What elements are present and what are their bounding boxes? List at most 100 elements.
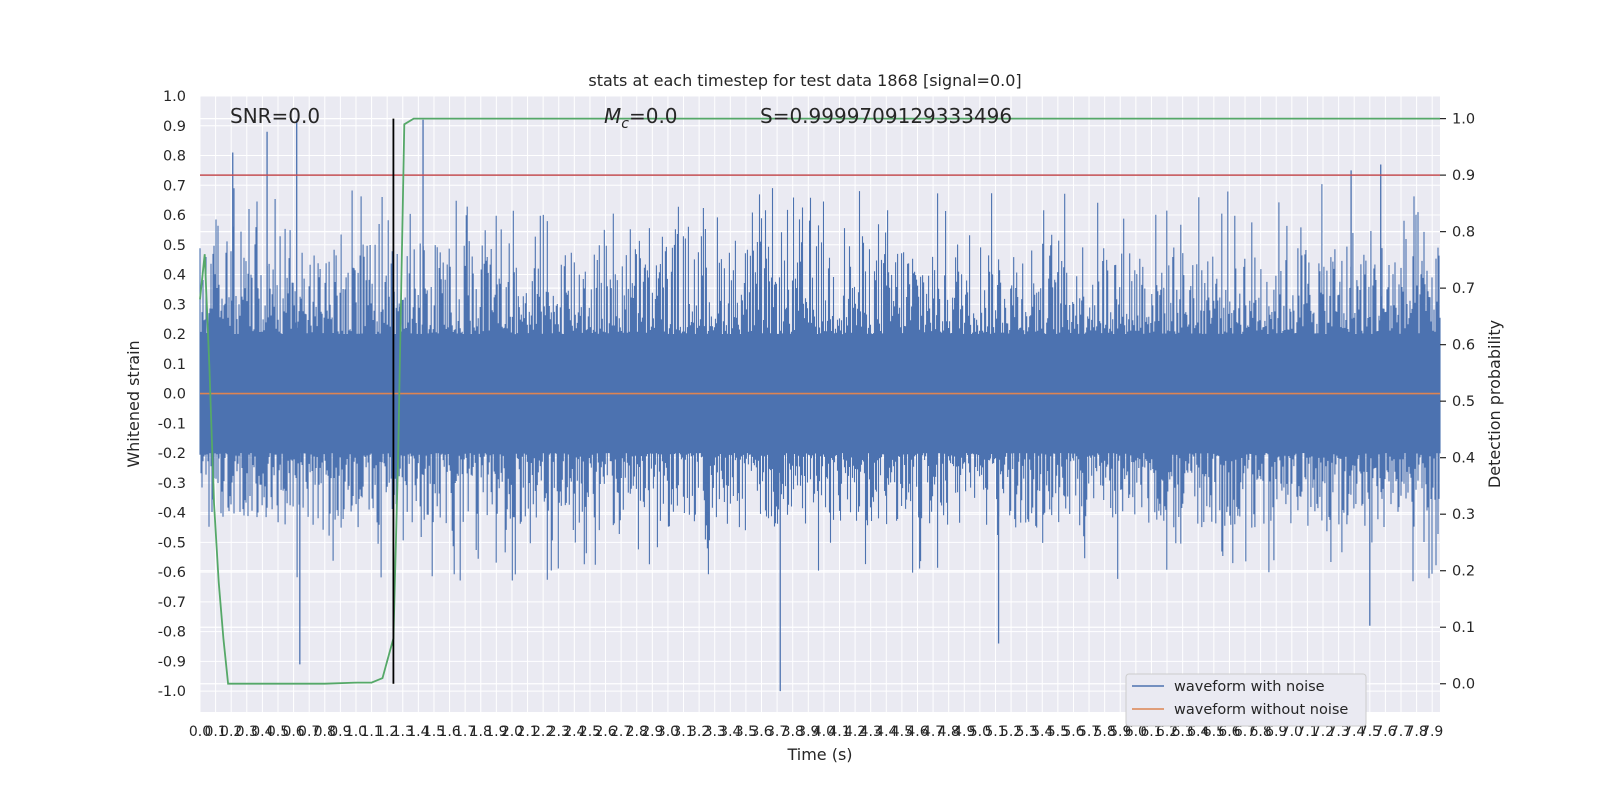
x-tick-label: 2.9 <box>641 724 663 740</box>
x-tick-label: 7.1 <box>1296 724 1318 740</box>
legend-box <box>1125 673 1367 727</box>
legend-label-waveform-without-noise: waveform without noise <box>1174 702 1348 718</box>
y-tick-label: 0.7 <box>163 178 186 194</box>
y-tick-label: -0.3 <box>158 476 186 492</box>
y-tick-label: -0.5 <box>158 535 186 551</box>
x-tick-label: 7.3 <box>1327 724 1349 740</box>
x-tick-label: 4.6 <box>906 724 928 740</box>
y2-tick-label: 0.1 <box>1452 620 1475 636</box>
x-tick-label: 0.6 <box>282 724 304 740</box>
x-tick-label: 6.3 <box>1172 724 1194 740</box>
x-tick-label: 5.0 <box>969 724 991 740</box>
x-tick-label: 3.9 <box>797 724 819 740</box>
x-tick-label: 4.8 <box>938 724 960 740</box>
x-tick-label: 3.8 <box>782 724 804 740</box>
x-tick-label: 5.9 <box>1109 724 1131 740</box>
x-tick-label: 3.3 <box>704 724 726 740</box>
y2-tick-label: 0.0 <box>1452 677 1475 693</box>
x-tick-label: 5.2 <box>1000 724 1022 740</box>
legend-label-waveform-with-noise: waveform with noise <box>1174 679 1325 695</box>
x-tick-label: 1.5 <box>423 724 445 740</box>
chirp-mass-value: =0.0 <box>629 104 678 128</box>
x-tick-label: 0.0 <box>189 724 211 740</box>
y-tick-label: 0.8 <box>163 149 186 165</box>
x-tick-label: 6.5 <box>1203 724 1225 740</box>
x-tick-label: 6.6 <box>1218 724 1240 740</box>
x-tick-label: 4.1 <box>828 724 850 740</box>
y2-tick-label: 0.8 <box>1452 225 1475 241</box>
x-tick-label: 5.4 <box>1031 724 1053 740</box>
x-tick-label: 7.9 <box>1421 724 1443 740</box>
x-tick-label: 7.6 <box>1374 724 1396 740</box>
x-tick-label: 6.0 <box>1125 724 1147 740</box>
y2-tick-label: 1.0 <box>1452 112 1475 128</box>
x-tick-label: 3.2 <box>688 724 710 740</box>
x-tick-label: 1.2 <box>376 724 398 740</box>
x-tick-label: 7.7 <box>1390 724 1412 740</box>
x-tick-label: 7.2 <box>1312 724 1334 740</box>
y-tick-label: -0.9 <box>158 654 186 670</box>
x-tick-label: 7.8 <box>1405 724 1427 740</box>
y-axis-label: Whitened strain <box>124 340 143 467</box>
x-tick-label: 3.4 <box>719 724 741 740</box>
y-tick-label: 0.5 <box>163 238 186 254</box>
x-tick-label: 0.5 <box>267 724 289 740</box>
x-tick-label: 6.1 <box>1140 724 1162 740</box>
x-tick-label: 1.6 <box>438 724 460 740</box>
x-tick-label: 5.5 <box>1047 724 1069 740</box>
x-tick-label: 1.8 <box>470 724 492 740</box>
x-tick-label: 6.2 <box>1156 724 1178 740</box>
x-tick-label: 2.8 <box>626 724 648 740</box>
x-tick-label: 7.5 <box>1359 724 1381 740</box>
y-tick-label: -1.0 <box>158 684 186 700</box>
x-tick-label: 1.7 <box>454 724 476 740</box>
y2-tick-label: 0.6 <box>1452 338 1475 354</box>
x-tick-label: 0.4 <box>251 724 273 740</box>
x-tick-label: 5.6 <box>1062 724 1084 740</box>
x-tick-label: 0.3 <box>236 724 258 740</box>
score-annotation: S=0.9999709129333496 <box>760 104 1012 128</box>
x-tick-label: 4.3 <box>860 724 882 740</box>
y2-tick-label: 0.9 <box>1452 168 1475 184</box>
x-tick-label: 0.8 <box>314 724 336 740</box>
legend: waveform with noise waveform without noi… <box>1125 673 1367 727</box>
x-tick-label: 5.7 <box>1078 724 1100 740</box>
y2-axis-label: Detection probability <box>1485 320 1504 488</box>
x-tick-label: 0.2 <box>220 724 242 740</box>
y2-tick-label: 0.2 <box>1452 564 1475 580</box>
waveform-with-noise-trace <box>199 184 1441 582</box>
snr-annotation: SNR=0.0 <box>230 104 320 128</box>
chirp-mass-subscript: c <box>621 116 629 132</box>
x-axis-ticks: 0.00.10.20.30.40.50.60.70.80.91.01.11.21… <box>189 724 1443 740</box>
x-tick-label: 6.7 <box>1234 724 1256 740</box>
x-tick-label: 1.3 <box>392 724 414 740</box>
x-tick-label: 4.2 <box>844 724 866 740</box>
y-tick-label: -0.7 <box>158 595 186 611</box>
x-tick-label: 5.8 <box>1094 724 1116 740</box>
x-tick-label: 2.6 <box>594 724 616 740</box>
y-tick-label: -0.2 <box>158 446 186 462</box>
x-axis-label: Time (s) <box>786 745 852 764</box>
x-tick-label: 6.4 <box>1187 724 1209 740</box>
y-tick-label: 0.9 <box>163 119 186 135</box>
y-tick-label: 0.4 <box>163 268 186 284</box>
x-tick-label: 2.5 <box>579 724 601 740</box>
x-tick-label: 1.4 <box>407 724 429 740</box>
y2-tick-label: 0.7 <box>1452 281 1475 297</box>
waveform-with-noise-series <box>199 119 1441 692</box>
x-tick-label: 2.4 <box>563 724 585 740</box>
x-tick-label: 1.9 <box>485 724 507 740</box>
y2-tick-label: 0.4 <box>1452 451 1475 467</box>
chart-title: stats at each timestep for test data 186… <box>588 71 1021 90</box>
x-tick-label: 0.1 <box>204 724 226 740</box>
x-tick-label: 3.5 <box>735 724 757 740</box>
x-tick-label: 1.1 <box>360 724 382 740</box>
y-tick-label: 0.6 <box>163 208 186 224</box>
x-tick-label: 6.8 <box>1249 724 1271 740</box>
x-tick-label: 4.9 <box>953 724 975 740</box>
x-tick-label: 0.7 <box>298 724 320 740</box>
x-tick-label: 7.4 <box>1343 724 1365 740</box>
y-tick-label: 1.0 <box>163 89 186 105</box>
y-tick-label: -0.6 <box>158 565 186 581</box>
